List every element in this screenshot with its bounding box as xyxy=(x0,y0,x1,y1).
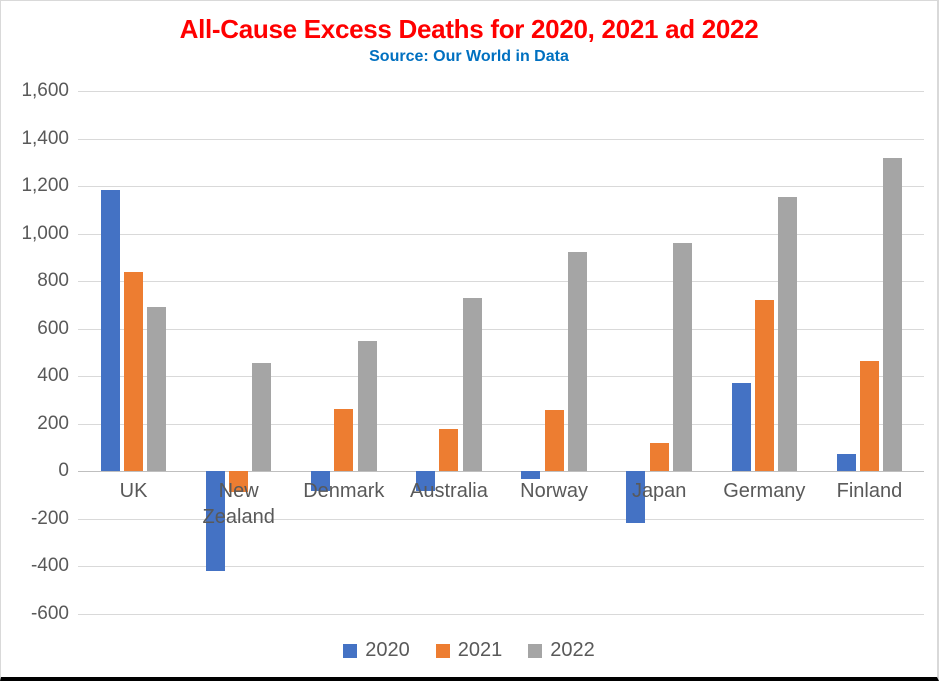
bar-2022-new-zealand xyxy=(252,362,272,471)
bar-2022-norway xyxy=(567,252,587,471)
bar-2020-finland xyxy=(836,453,856,471)
category-label-germany: Germany xyxy=(723,480,806,502)
y-tick-label: 800 xyxy=(37,270,69,291)
gridline xyxy=(78,613,924,615)
y-tick-label: 0 xyxy=(58,460,69,481)
y-tick-label: 1,600 xyxy=(21,80,69,101)
y-tick-label: 200 xyxy=(37,412,69,434)
category-label-japan: Japan xyxy=(631,480,687,502)
category-label-uk: UK xyxy=(119,480,148,502)
bar-2022-uk xyxy=(147,307,167,471)
bar-2020-new-zealand xyxy=(205,471,225,571)
bar-2021-japan xyxy=(649,442,669,471)
bar-2020-germany xyxy=(731,382,751,471)
bar-2021-germany xyxy=(754,299,774,471)
legend-item-2021: 2021 xyxy=(435,639,503,662)
gridline xyxy=(78,566,924,567)
zero-axis-line xyxy=(78,471,924,472)
gridline xyxy=(78,376,924,377)
legend-swatch-2020 xyxy=(343,643,358,658)
bar-2021-norway xyxy=(544,409,564,471)
y-tick-label: 400 xyxy=(37,365,69,386)
bar-2022-japan xyxy=(672,243,692,471)
bar-2020-norway xyxy=(521,471,541,480)
category-label-norway: Norway xyxy=(520,480,588,502)
gridline xyxy=(78,138,924,140)
legend-swatch-2022 xyxy=(528,643,543,658)
chart-subtitle: Source: Our World in Data xyxy=(369,48,569,65)
legend-label-2021: 2021 xyxy=(457,639,503,661)
bar-2020-australia xyxy=(416,471,436,492)
bar-2022-australia xyxy=(462,298,482,471)
legend: 2020 2021 2022 xyxy=(1,639,937,662)
y-tick-label: 1,000 xyxy=(21,222,69,244)
bar-2020-uk xyxy=(100,189,120,471)
bar-2021-new-zealand xyxy=(229,471,249,493)
gridline xyxy=(78,518,924,520)
y-tick-label: -400 xyxy=(30,555,69,576)
y-tick-label: 1,200 xyxy=(21,175,69,196)
category-label-finland: Finland xyxy=(836,480,903,502)
legend-item-2020: 2020 xyxy=(343,639,410,662)
legend-label-2022: 2022 xyxy=(550,639,595,661)
gridline xyxy=(78,328,924,330)
bar-2021-uk xyxy=(124,271,144,471)
bar-2022-finland xyxy=(883,157,903,471)
bar-2021-denmark xyxy=(334,408,354,471)
bar-2020-denmark xyxy=(311,471,330,492)
bar-2021-australia xyxy=(439,429,459,471)
y-tick-label: 1,400 xyxy=(21,127,69,149)
category-label-denmark: Denmark xyxy=(303,480,385,502)
gridline xyxy=(78,91,924,92)
gridline xyxy=(78,186,924,187)
bar-2020-japan xyxy=(626,471,646,524)
gridline xyxy=(78,423,924,425)
y-tick-label: 600 xyxy=(37,317,69,339)
legend-label-2020: 2020 xyxy=(365,639,410,661)
category-label-australia: Australia xyxy=(410,480,488,502)
bar-2022-germany xyxy=(778,197,798,471)
legend-swatch-2021 xyxy=(435,643,450,658)
gridline xyxy=(78,281,924,282)
legend-item-2022: 2022 xyxy=(528,639,595,662)
chart-title: All-Cause Excess Deaths for 2020, 2021 a… xyxy=(179,14,759,44)
y-tick-label: -200 xyxy=(30,507,69,529)
category-label-new-zealand: New Zealand xyxy=(202,480,275,528)
gridline xyxy=(78,233,924,235)
y-tick-label: -600 xyxy=(30,602,69,624)
bar-2022-denmark xyxy=(357,340,377,471)
bar-2021-finland xyxy=(859,361,879,471)
